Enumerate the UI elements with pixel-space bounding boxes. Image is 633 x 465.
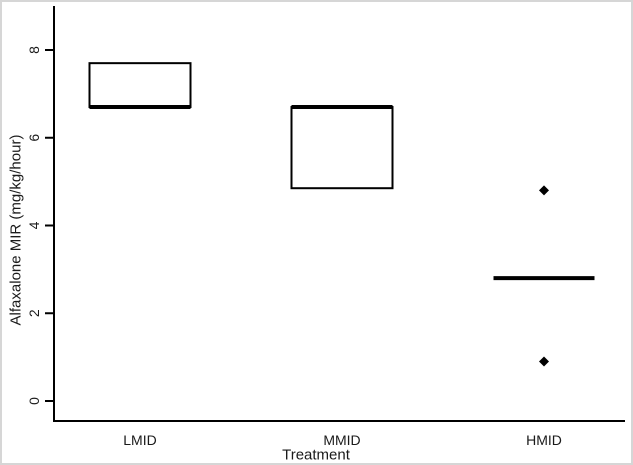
y-tick-label: 6	[26, 134, 42, 142]
y-tick-label: 4	[26, 221, 42, 229]
box-mmid	[290, 106, 394, 190]
category-label-mmid: MMID	[323, 432, 360, 448]
y-axis-label: Alfaxalone MIR (mg/kg/hour)	[8, 135, 25, 326]
y-tick-label: 8	[26, 46, 42, 54]
chart-generated-layer: 0 2 4 6 8 LMID MMID HMID	[26, 6, 625, 448]
box-lmid	[88, 62, 192, 109]
category-label-lmid: LMID	[123, 432, 156, 448]
y-tick-label: 2	[26, 309, 42, 317]
x-axis-label: Treatment	[282, 447, 351, 464]
category-label-hmid: HMID	[526, 432, 562, 448]
outlier-point-hmid	[539, 356, 549, 367]
outlier-point-hmid	[539, 185, 549, 196]
y-tick-label: 0	[26, 397, 42, 405]
